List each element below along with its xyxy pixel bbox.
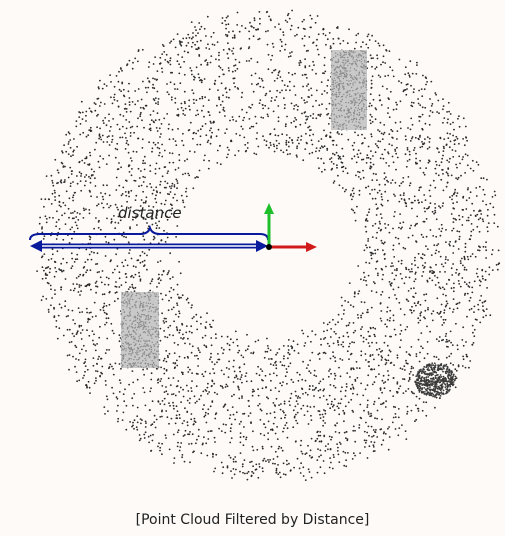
- y-axis-arrowhead: [264, 203, 274, 214]
- rectangular-object-lower-left: [120, 291, 160, 369]
- coordinate-axes: [264, 203, 317, 252]
- origin-point: [266, 244, 272, 250]
- point-cloud-figure: distance: [29, 9, 501, 481]
- distance-arrow: [30, 240, 268, 252]
- x-axis-arrowhead: [306, 242, 317, 252]
- distance-brace: [29, 224, 269, 241]
- rectangular-object-upper-right: [330, 49, 368, 131]
- figure-caption: [Point Cloud Filtered by Distance]: [135, 512, 370, 528]
- point-cluster-lower-right: [414, 362, 456, 398]
- distance-label: distance: [118, 204, 182, 222]
